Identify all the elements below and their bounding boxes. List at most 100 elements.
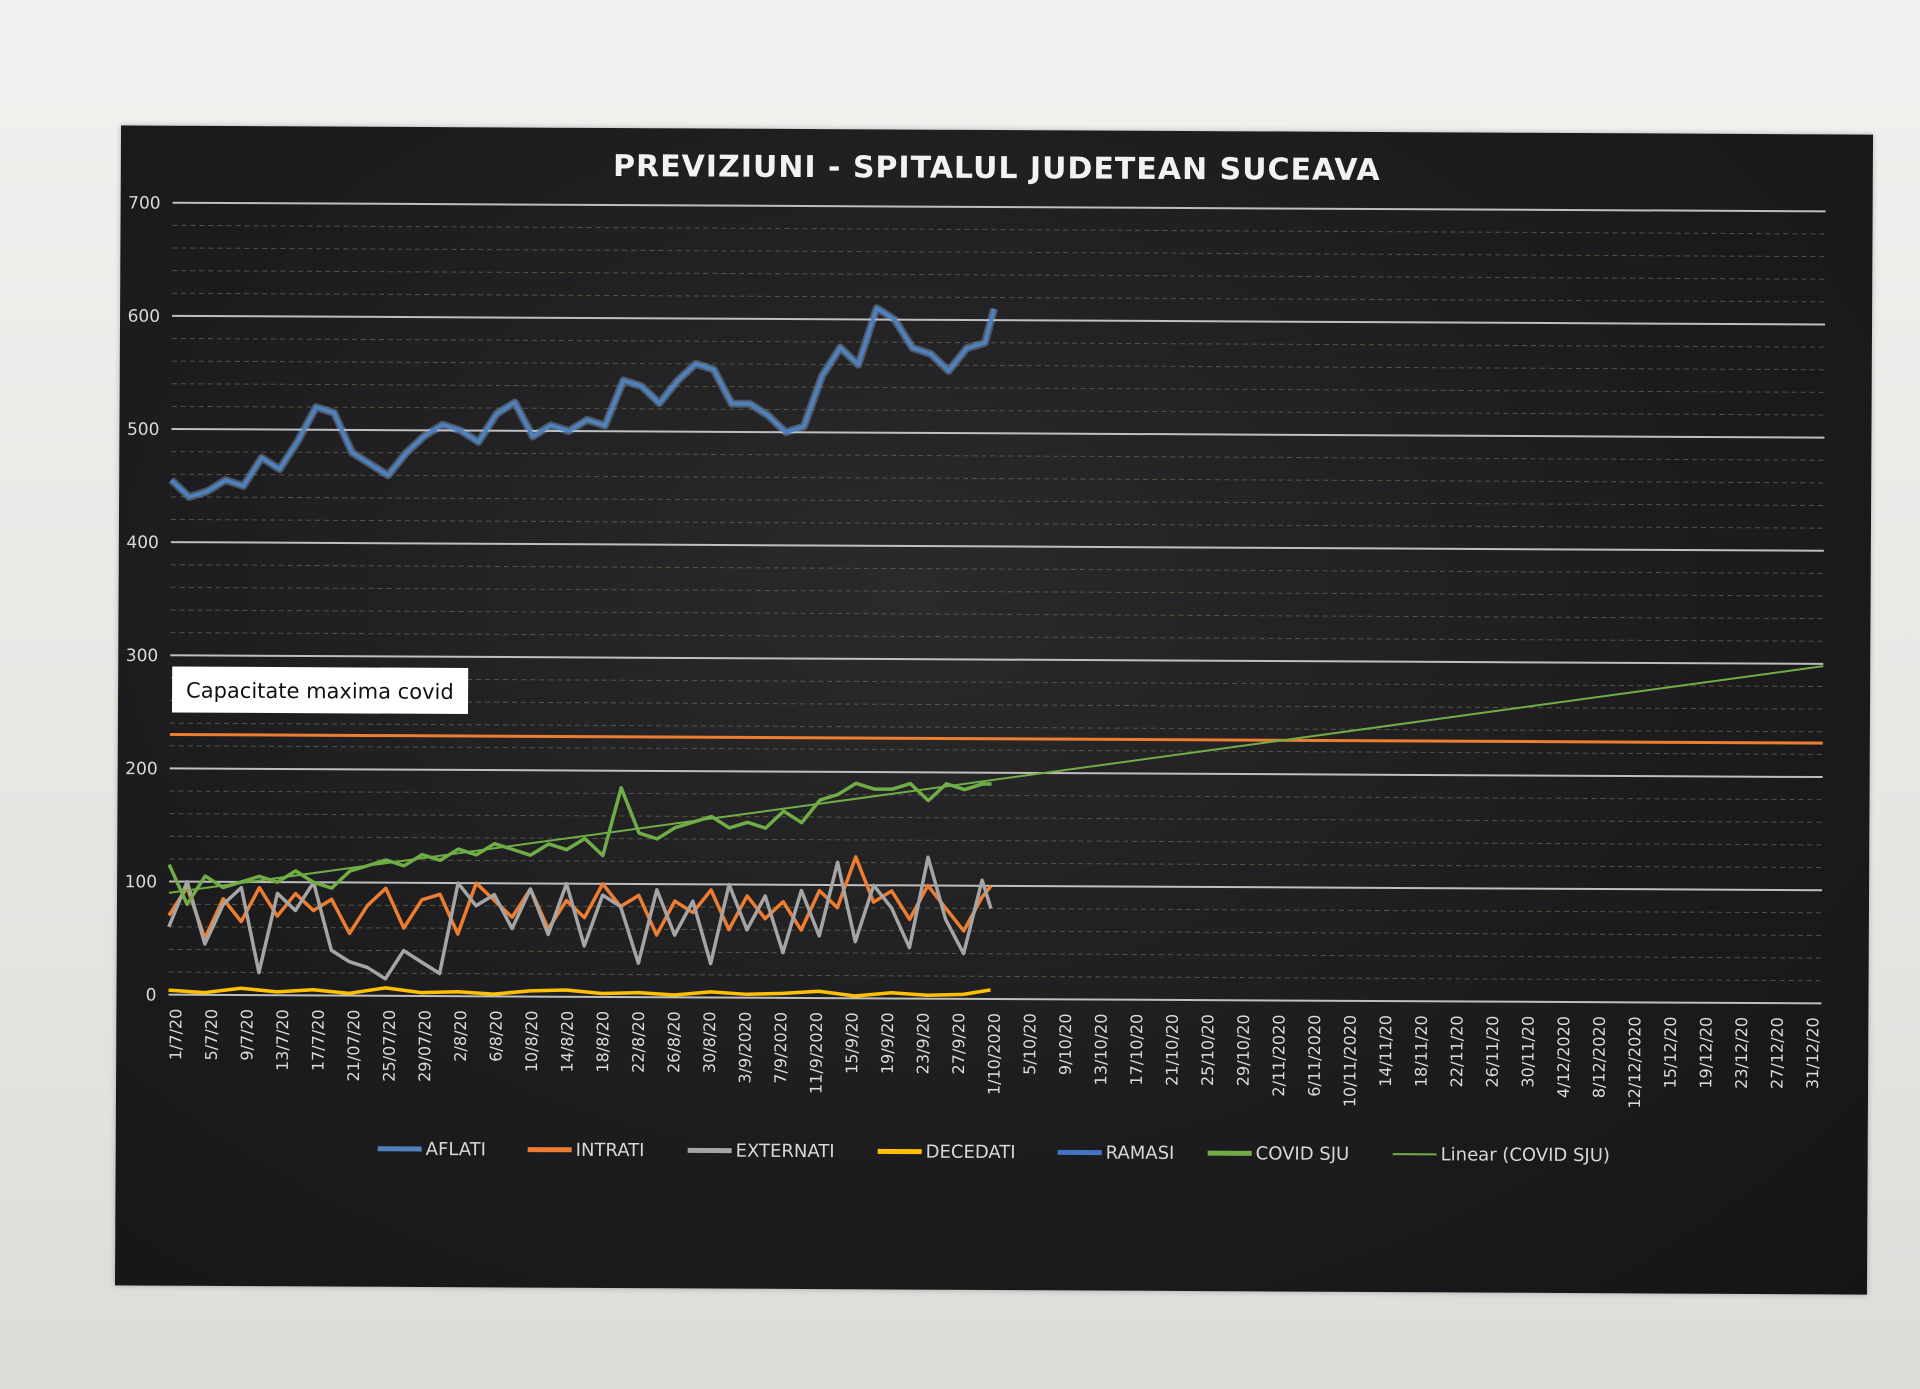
legend-label: INTRATI <box>576 1140 645 1161</box>
x-tick-label: 25/07/20 <box>380 1010 399 1082</box>
minor-gridline <box>172 224 1826 235</box>
x-tick-label: 3/9/2020 <box>735 1012 754 1084</box>
line-chart: PREVIZIUNI - SPITALUL JUDETEAN SUCEAVA 0… <box>125 149 1826 1166</box>
x-tick-label: 14/11/20 <box>1376 1015 1395 1087</box>
minor-gridline <box>170 518 1824 529</box>
x-tick-label: 18/8/20 <box>593 1011 612 1073</box>
major-gridline <box>168 993 1822 1005</box>
x-tick-label: 1/10/2020 <box>984 1013 1003 1095</box>
capacity-label: Capacitate maxima covid <box>186 679 454 704</box>
y-tick-label: 0 <box>146 986 157 1006</box>
minor-gridline <box>169 858 1823 869</box>
y-tick-label: 700 <box>128 193 161 213</box>
legend-label: EXTERNATI <box>736 1141 835 1163</box>
minor-gridline <box>171 496 1825 507</box>
minor-gridline <box>170 586 1824 597</box>
series-aflati <box>169 306 997 499</box>
x-tick-label: 17/7/20 <box>308 1009 327 1071</box>
minor-gridline <box>169 813 1823 823</box>
x-tick-label: 27/9/20 <box>949 1013 968 1075</box>
x-tick-label: 7/9/2020 <box>771 1012 790 1084</box>
minor-gridline <box>171 337 1825 348</box>
minor-gridline <box>170 700 1824 710</box>
x-tick-label: 30/8/20 <box>700 1011 719 1073</box>
x-tick-label: 5/7/20 <box>202 1009 221 1061</box>
x-axis-ticks: 1/7/20 5/7/20 9/7/20 13/7/20 17/7/20 21/07/20… <box>166 1009 1822 1109</box>
x-tick-label: 14/8/20 <box>558 1011 577 1073</box>
y-tick-label: 400 <box>126 533 159 553</box>
series-externati <box>167 855 993 981</box>
series-linear-covid-sju <box>168 665 1824 894</box>
major-gridline <box>169 767 1823 779</box>
capacity-reference: Capacitate maxima covid <box>169 666 1823 745</box>
series-covid-sju <box>167 781 992 907</box>
minor-gridline <box>169 745 1823 755</box>
major-gridline <box>170 541 1824 552</box>
chart-title: PREVIZIUNI - SPITALUL JUDETEAN SUCEAVA <box>613 149 1381 188</box>
x-tick-label: 19/9/20 <box>878 1012 897 1074</box>
minor-gridline <box>171 451 1825 461</box>
minor-gridline <box>169 835 1823 846</box>
minor-gridline <box>171 383 1825 393</box>
major-gridline <box>170 654 1824 665</box>
series-aflati-glow <box>168 304 998 501</box>
gridlines <box>168 201 1826 1005</box>
x-tick-label: 27/12/20 <box>1767 1017 1786 1089</box>
minor-gridline <box>171 405 1825 416</box>
x-tick-label: 10/11/2020 <box>1340 1015 1359 1107</box>
x-tick-label: 21/07/20 <box>344 1010 363 1082</box>
x-tick-label: 25/10/20 <box>1198 1014 1217 1086</box>
capacity-label-box <box>171 666 469 715</box>
major-gridline <box>172 314 1826 326</box>
minor-gridline <box>168 926 1822 936</box>
minor-gridline <box>169 722 1823 733</box>
minor-gridline <box>171 360 1825 371</box>
x-tick-label: 30/11/20 <box>1518 1016 1537 1088</box>
x-tick-label: 10/8/20 <box>522 1011 541 1073</box>
minor-gridline <box>172 270 1826 280</box>
legend-label: AFLATI <box>426 1139 486 1160</box>
y-tick-label: 100 <box>125 872 158 892</box>
y-tick-label: 500 <box>127 420 160 440</box>
y-tick-label: 600 <box>128 307 161 327</box>
y-tick-label: 200 <box>125 759 158 779</box>
minor-gridline <box>168 948 1822 959</box>
x-tick-label: 31/12/20 <box>1803 1017 1822 1089</box>
x-tick-label: 11/9/2020 <box>807 1012 826 1094</box>
x-tick-label: 26/11/20 <box>1483 1016 1502 1088</box>
x-tick-label: 2/11/2020 <box>1269 1014 1288 1096</box>
minor-gridline <box>171 473 1825 484</box>
minor-gridline <box>170 609 1824 620</box>
x-tick-label: 23/9/20 <box>913 1013 932 1075</box>
legend-label: DECEDATI <box>926 1142 1016 1163</box>
x-tick-label: 5/10/20 <box>1020 1013 1039 1075</box>
minor-gridline <box>170 564 1824 574</box>
x-tick-label: 6/8/20 <box>486 1010 505 1062</box>
capacity-line <box>169 732 1823 745</box>
x-tick-label: 6/11/2020 <box>1305 1015 1324 1097</box>
x-tick-label: 29/07/20 <box>415 1010 434 1082</box>
x-tick-label: 29/10/20 <box>1234 1014 1253 1086</box>
x-tick-label: 22/8/20 <box>629 1011 648 1073</box>
legend-label: Linear (COVID SJU) <box>1441 1144 1610 1166</box>
x-tick-label: 23/12/20 <box>1732 1017 1751 1089</box>
x-tick-label: 1/7/20 <box>166 1009 185 1061</box>
series-lines <box>167 304 1824 998</box>
minor-gridline <box>168 903 1822 914</box>
major-gridline <box>171 427 1825 439</box>
minor-gridline <box>172 292 1826 303</box>
x-tick-label: 2/8/20 <box>451 1010 470 1062</box>
legend: AFLATI INTRATI EXTERNATI DECEDATI RAMASI COVI… <box>377 1139 1610 1166</box>
series-decedati <box>168 986 991 998</box>
y-tick-label: 300 <box>126 646 159 666</box>
x-tick-label: 9/10/20 <box>1056 1013 1075 1075</box>
x-tick-label: 15/9/20 <box>842 1012 861 1074</box>
x-tick-label: 26/8/20 <box>664 1011 683 1073</box>
x-tick-label: 18/11/20 <box>1412 1015 1431 1087</box>
x-tick-label: 13/7/20 <box>273 1009 292 1071</box>
legend-label: RAMASI <box>1106 1143 1175 1164</box>
minor-gridline <box>169 790 1823 801</box>
series-intrati <box>167 855 993 941</box>
x-tick-label: 19/12/20 <box>1696 1017 1715 1089</box>
